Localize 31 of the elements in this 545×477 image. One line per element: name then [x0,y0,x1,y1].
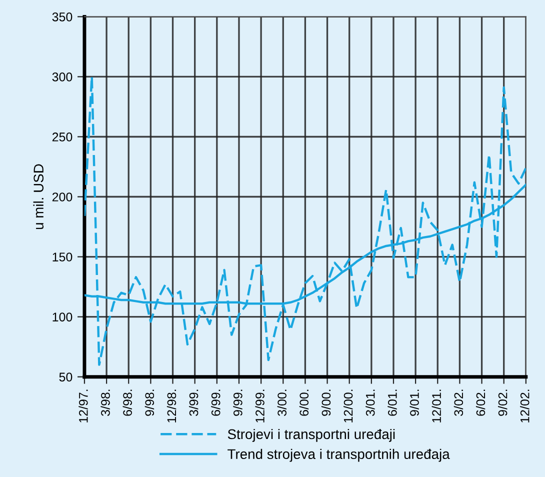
x-tick-label: 6/98. [122,390,132,416]
x-tick-label: 3/99. [189,390,198,416]
x-tick-label: 9/00. [321,390,331,416]
x-tick-label: 12/02. [520,390,530,422]
legend-label: Trend strojeva i transportnih uređaja [228,448,450,462]
x-tick-label: 12/00. [344,390,353,422]
x-tick-label: 3/02. [454,390,464,416]
x-tick-label: 9/98. [144,390,154,416]
y-axis-title: u mil. USD [33,164,44,230]
x-tick-label: 12/01. [432,390,441,422]
y-tick-label: 50 [59,372,72,382]
y-tick-label: 350 [52,12,72,22]
x-tick-label: 6/01. [388,390,397,416]
y-tick-label: 100 [52,312,72,322]
x-tick-label: 6/02. [476,390,486,416]
x-tick-label: 6/99. [211,390,220,416]
x-tick-label: 3/98. [100,390,110,416]
y-tick-label: 300 [52,72,72,82]
x-tick-label: 6/00. [299,390,309,416]
y-tick-label: 150 [52,252,72,262]
x-tick-label: 12/98. [166,390,176,422]
y-tick-label: 200 [52,192,72,202]
x-tick-label: 12/99. [255,390,264,422]
x-tick-label: 12/97. [78,390,88,422]
x-tick-label: 9/99. [233,390,242,416]
x-tick-label: 9/02. [498,390,508,416]
x-tick-label: 3/01. [366,390,375,416]
x-tick-label: 3/00. [277,390,286,416]
legend-label: Strojevi i transportni uređaji [228,428,395,442]
y-tick-label: 250 [52,132,72,142]
x-tick-label: 9/01. [410,390,419,416]
